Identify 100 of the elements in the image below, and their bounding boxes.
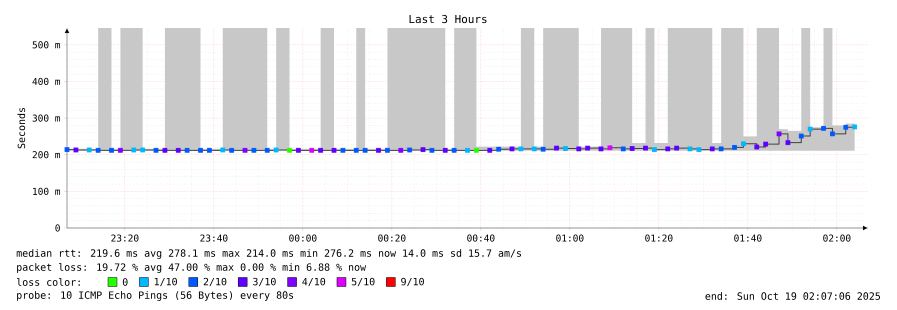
point [131,148,136,152]
point [696,147,702,152]
point [830,131,835,136]
legend-title: loss color: [16,278,80,286]
legend-label: 1/10 [154,278,177,286]
point [162,148,168,153]
point [442,148,448,153]
point [109,148,114,153]
point [362,148,368,153]
point [585,146,590,151]
point [608,145,612,150]
point [786,140,790,146]
x-tick-label: 01:40 [734,234,762,242]
point [665,146,670,152]
point [576,146,582,152]
point [207,148,212,153]
text: probe: 10 ICMP Echo Pings (56 Bytes) every 80s [17,291,294,301]
point [563,146,568,151]
point [754,144,760,150]
point [620,146,626,152]
point [518,146,524,152]
point [332,148,336,153]
point [452,148,457,153]
point [354,148,359,153]
text: packet loss: 19.72 % avg 47.00 % max 0.00 % min 6.88 % now [17,263,366,273]
x-tick-label: 23:20 [111,234,138,242]
point [598,146,604,152]
point [741,141,746,146]
legend-label: 9/10 [401,278,424,286]
y-tick-label: 200 m [32,151,60,158]
legend-label: 2/10 [204,278,226,286]
y-tick-label: 100 m [33,188,60,195]
point [96,148,101,153]
point [376,148,381,153]
point [710,146,715,152]
point [763,142,768,147]
point [643,146,648,151]
point [140,148,146,152]
point [852,124,858,130]
x-tick-label: 00:20 [378,234,406,242]
point [674,146,680,151]
point [118,148,123,153]
point [420,147,426,152]
point [688,146,692,152]
point [821,126,826,131]
point [808,126,813,132]
point [407,148,412,152]
y-tick-label: 300 m [32,114,60,122]
text: median rtt: 219.6 ms avg 278.1 ms max 214.0 ms min 276.2 ms now 14.0 ms sd 15.7 am/s [16,249,522,259]
point [198,148,203,153]
point [252,148,256,153]
x-tick-label: 01:20 [645,234,672,242]
legend-label: 5/10 [352,278,375,286]
point [732,145,737,150]
point [540,146,546,152]
point [154,148,158,153]
point [264,148,270,153]
y-tick-label: 0 [55,224,60,232]
point [465,148,470,153]
point [776,131,782,136]
y-tick-label: 400 m [32,78,60,86]
point [652,147,657,152]
point [184,148,190,153]
legend-label: 3/10 [253,278,276,286]
y-tick-label: 500 m [32,41,60,48]
point [309,148,314,153]
point [86,148,92,152]
point [287,148,292,153]
point [296,148,301,153]
x-tick-label: 23:40 [200,234,228,242]
point [554,146,559,151]
legend-label: 0 [122,278,128,286]
point [487,148,492,153]
point [242,148,248,153]
point [176,148,181,153]
point [274,148,279,152]
point [510,146,514,152]
y-axis-title: Seconds [17,108,26,148]
point [718,146,724,152]
point [229,148,234,153]
x-tick-label: 00:40 [467,234,494,242]
point [220,148,226,152]
legend-label: 4/10 [302,278,326,286]
point [74,148,78,152]
x-tick-label: 01:00 [556,234,584,242]
point [385,148,390,153]
x-tick-label: 02:00 [823,234,850,242]
point [798,134,804,138]
point [630,146,635,151]
point [430,148,434,153]
point [496,146,502,152]
point [532,146,537,152]
point [318,148,324,153]
point [843,124,848,130]
point [64,147,70,152]
point [398,148,404,153]
chart-title: Last 3 Hours [410,14,487,24]
point [340,148,346,153]
text: end: Sun Oct 19 02:07:06 2025 [705,292,880,300]
point [474,148,479,153]
